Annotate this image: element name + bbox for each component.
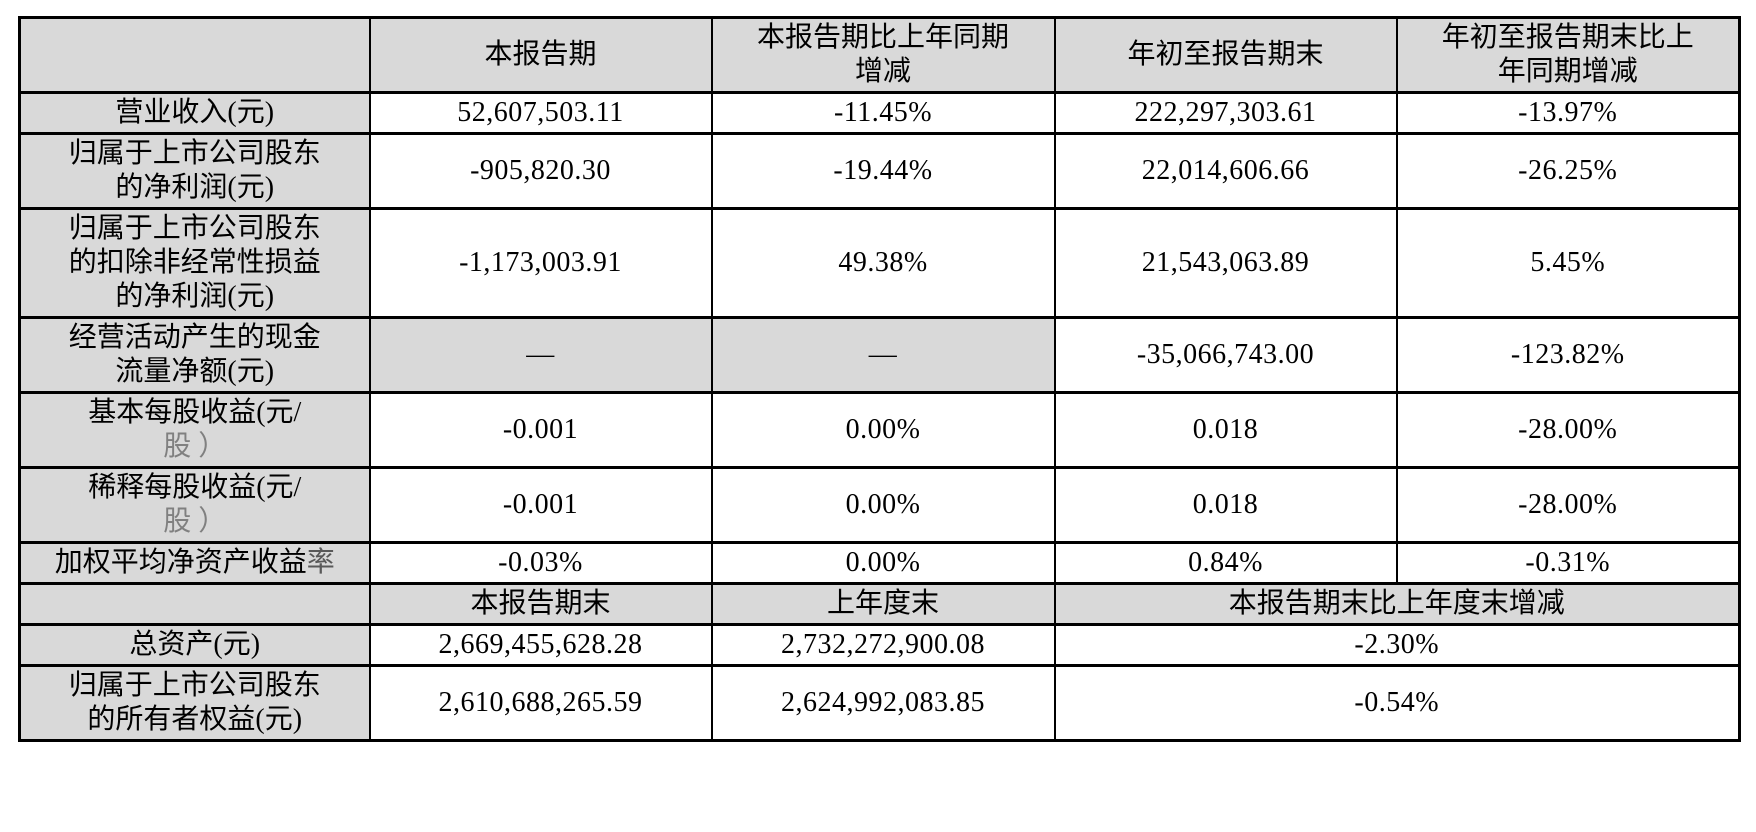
label-line-muted: 股 ）	[163, 431, 227, 462]
header-current-period: 本报告期	[368, 16, 713, 94]
cell-total-assets-prior-year-end: 2,732,272,900.08	[710, 623, 1056, 667]
header-corner-cell	[18, 16, 371, 94]
cell-diluted-eps-current: -0.001	[368, 466, 713, 544]
row-total-assets: 总资产(元) 2,669,455,628.28 2,732,272,900.08…	[18, 623, 1741, 667]
row-label-net-profit: 归属于上市公司股东 的净利润(元)	[18, 132, 371, 210]
header-line: 年同期增减	[1497, 56, 1638, 87]
cell-operating-cash-flow-current-change: —	[710, 316, 1056, 394]
cell-basic-eps-ytd: 0.018	[1053, 391, 1398, 469]
label-line: 经营活动产生的现金	[68, 322, 321, 353]
label-main: 加权平均净资产收益	[54, 547, 307, 578]
cell-net-profit-ytd-change: -26.25%	[1395, 132, 1741, 210]
row-diluted-eps: 稀释每股收益(元/ 股 ） -0.001 0.00% 0.018 -28.00%	[18, 466, 1741, 544]
cell-roe-current-change: 0.00%	[710, 541, 1056, 585]
cell-revenue-current-change: -11.45%	[710, 91, 1056, 135]
header-line: 本报告期比上年同期	[756, 22, 1009, 53]
label-line: 归属于上市公司股东	[68, 138, 321, 169]
row-label-operating-cash-flow: 经营活动产生的现金 流量净额(元)	[18, 316, 371, 394]
label-line: 流量净额(元)	[115, 356, 275, 387]
row-net-profit-excl: 归属于上市公司股东 的扣除非经常性损益 的净利润(元) -1,173,003.9…	[18, 207, 1741, 319]
row-basic-eps: 基本每股收益(元/ 股 ） -0.001 0.00% 0.018 -28.00%	[18, 391, 1741, 469]
cell-net-profit-excl-current: -1,173,003.91	[368, 207, 713, 319]
cell-equity-period-end: 2,610,688,265.59	[368, 664, 713, 742]
financial-summary-section: 本报告期 本报告期比上年同期 增减 年初至报告期末 年初至报告期末比上 年同期增…	[18, 16, 1741, 742]
header-row-top: 本报告期 本报告期比上年同期 增减 年初至报告期末 年初至报告期末比上 年同期增…	[18, 16, 1741, 94]
cell-revenue-ytd-change: -13.97%	[1395, 91, 1741, 135]
label-line: 的所有者权益(元)	[87, 704, 303, 735]
header-current-vs-prior: 本报告期比上年同期 增减	[710, 16, 1056, 94]
row-weighted-avg-roe: 加权平均净资产收益率 -0.03% 0.00% 0.84% -0.31%	[18, 541, 1741, 585]
row-net-profit: 归属于上市公司股东 的净利润(元) -905,820.30 -19.44% 22…	[18, 132, 1741, 210]
cell-roe-ytd: 0.84%	[1053, 541, 1398, 585]
cell-net-profit-current: -905,820.30	[368, 132, 713, 210]
label-line: 稀释每股收益(元/	[88, 472, 302, 503]
header-row-bottom: 本报告期末 上年度末 本报告期末比上年度末增减	[18, 582, 1741, 626]
label-line: 基本每股收益(元/	[88, 397, 302, 428]
label-line: 的净利润(元)	[115, 172, 275, 203]
label-line: 的扣除非经常性损益	[68, 247, 321, 278]
cell-operating-cash-flow-ytd-change: -123.82%	[1395, 316, 1741, 394]
cell-equity-change: -0.54%	[1053, 664, 1741, 742]
cell-revenue-ytd: 222,297,303.61	[1053, 91, 1398, 135]
label-line: 归属于上市公司股东	[68, 670, 321, 701]
cell-roe-current: -0.03%	[368, 541, 713, 585]
cell-diluted-eps-current-change: 0.00%	[710, 466, 1056, 544]
header-ytd: 年初至报告期末	[1053, 16, 1398, 94]
header-line: 增减	[854, 56, 911, 87]
cell-net-profit-excl-ytd-change: 5.45%	[1395, 207, 1741, 319]
cell-equity-prior-year-end: 2,624,992,083.85	[710, 664, 1056, 742]
row-revenue: 营业收入(元) 52,607,503.11 -11.45% 222,297,30…	[18, 91, 1741, 135]
cell-net-profit-excl-ytd: 21,543,063.89	[1053, 207, 1398, 319]
header-ytd-vs-prior: 年初至报告期末比上 年同期增减	[1395, 16, 1741, 94]
label-line: 归属于上市公司股东	[68, 213, 321, 244]
row-label-equity: 归属于上市公司股东 的所有者权益(元)	[18, 664, 371, 742]
cell-diluted-eps-ytd-change: -28.00%	[1395, 466, 1741, 544]
row-label-basic-eps: 基本每股收益(元/ 股 ）	[18, 391, 371, 469]
row-operating-cash-flow: 经营活动产生的现金 流量净额(元) — — -35,066,743.00 -12…	[18, 316, 1741, 394]
financial-summary-table: 本报告期 本报告期比上年同期 增减 年初至报告期末 年初至报告期末比上 年同期增…	[18, 16, 1741, 742]
cell-roe-ytd-change: -0.31%	[1395, 541, 1741, 585]
row-label-revenue: 营业收入(元)	[18, 91, 371, 135]
header-period-end-vs-prior-year-end: 本报告期末比上年度末增减	[1053, 582, 1741, 626]
row-label-total-assets: 总资产(元)	[18, 623, 371, 667]
label-line-muted: 股 ）	[163, 506, 227, 537]
row-label-diluted-eps: 稀释每股收益(元/ 股 ）	[18, 466, 371, 544]
row-label-weighted-avg-roe: 加权平均净资产收益率	[18, 541, 371, 585]
cell-basic-eps-current: -0.001	[368, 391, 713, 469]
label-suffix-muted: 率	[306, 547, 335, 578]
label-line: 的净利润(元)	[115, 281, 275, 312]
cell-basic-eps-current-change: 0.00%	[710, 391, 1056, 469]
row-label-net-profit-excl: 归属于上市公司股东 的扣除非经常性损益 的净利润(元)	[18, 207, 371, 319]
cell-total-assets-change: -2.30%	[1053, 623, 1741, 667]
cell-diluted-eps-ytd: 0.018	[1053, 466, 1398, 544]
cell-net-profit-excl-current-change: 49.38%	[710, 207, 1056, 319]
row-equity: 归属于上市公司股东 的所有者权益(元) 2,610,688,265.59 2,6…	[18, 664, 1741, 742]
cell-operating-cash-flow-ytd: -35,066,743.00	[1053, 316, 1398, 394]
cell-revenue-current: 52,607,503.11	[368, 91, 713, 135]
cell-operating-cash-flow-current: —	[368, 316, 713, 394]
cell-net-profit-current-change: -19.44%	[710, 132, 1056, 210]
cell-total-assets-period-end: 2,669,455,628.28	[368, 623, 713, 667]
header-bottom-corner-cell	[18, 582, 371, 626]
cell-basic-eps-ytd-change: -28.00%	[1395, 391, 1741, 469]
cell-net-profit-ytd: 22,014,606.66	[1053, 132, 1398, 210]
header-prior-year-end: 上年度末	[710, 582, 1056, 626]
header-line: 年初至报告期末比上	[1441, 22, 1694, 53]
header-period-end: 本报告期末	[368, 582, 713, 626]
